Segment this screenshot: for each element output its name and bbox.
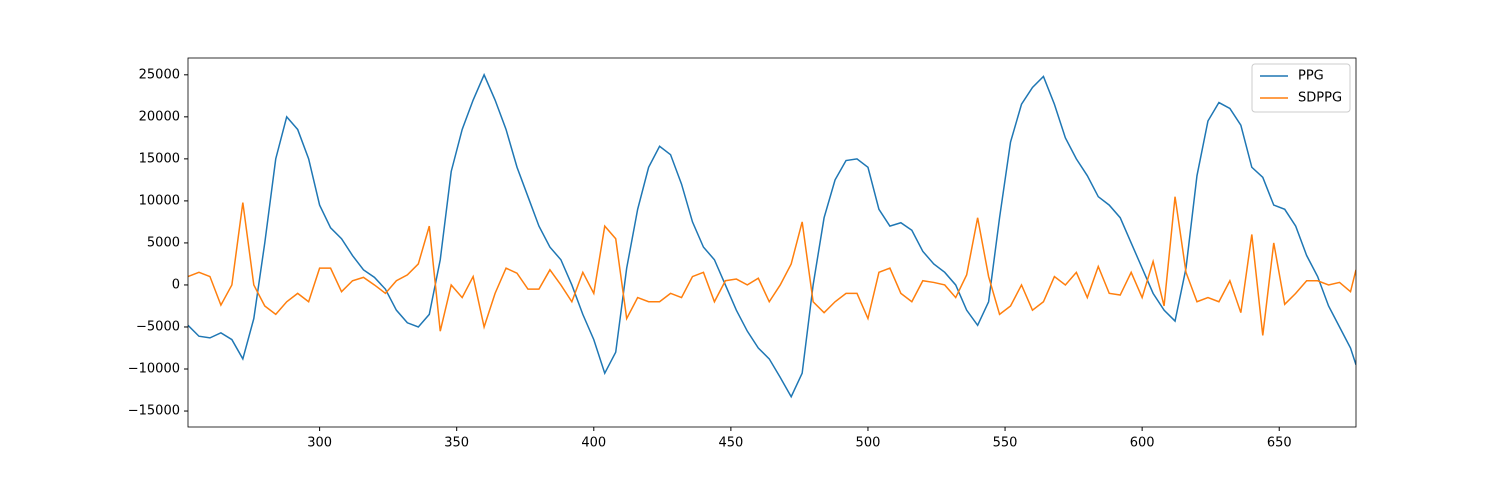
y-tick-label: 20000	[139, 109, 180, 124]
y-tick-label: −10000	[128, 362, 180, 377]
y-tick-label: 0	[172, 277, 180, 292]
legend-label: PPG	[1298, 69, 1324, 84]
x-tick-label: 450	[718, 436, 743, 451]
x-tick-label: 350	[444, 436, 469, 451]
x-tick-label: 650	[1267, 436, 1292, 451]
y-tick-label: 25000	[139, 67, 180, 82]
y-tick-label: 5000	[147, 235, 180, 250]
x-tick-label: 300	[307, 436, 332, 451]
legend-label: SDPPG	[1298, 91, 1342, 106]
x-tick-label: 500	[856, 436, 881, 451]
x-tick-label: 600	[1130, 436, 1155, 451]
x-tick-label: 550	[993, 436, 1018, 451]
x-tick-label: 400	[581, 436, 606, 451]
data-line	[188, 72, 1356, 399]
y-tick-label: −15000	[128, 404, 180, 419]
axes-frame	[187, 57, 1357, 428]
data-line	[188, 196, 1356, 336]
y-tick-label: −5000	[136, 319, 180, 334]
y-tick-label: 15000	[139, 151, 180, 166]
y-tick-label: 10000	[139, 193, 180, 208]
